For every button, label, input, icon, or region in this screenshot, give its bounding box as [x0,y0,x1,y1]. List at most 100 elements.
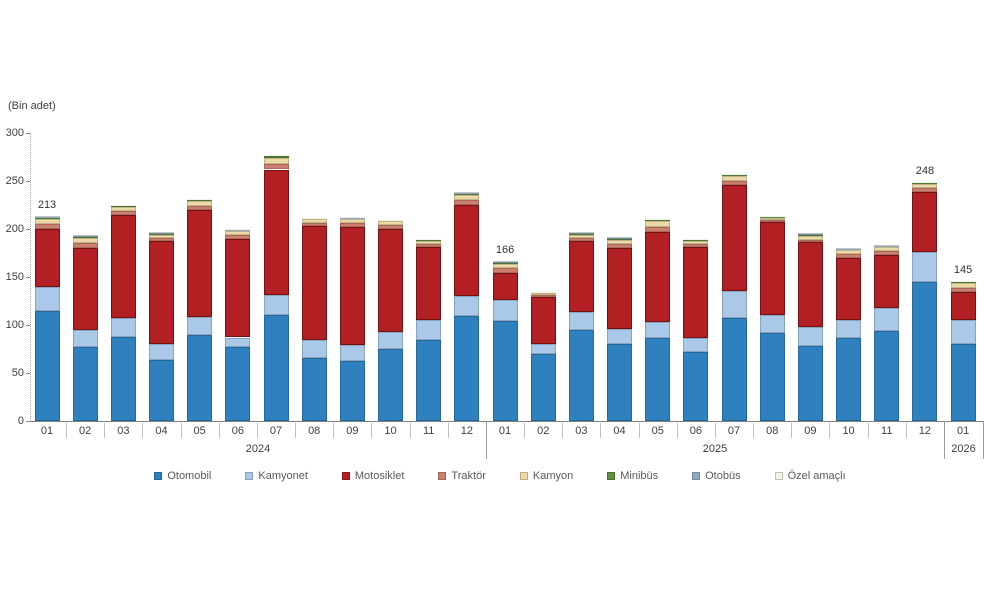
segment-minib-s [683,239,709,241]
x-tick-label: 10 [842,425,855,437]
bar-month-07 [263,154,289,421]
segment-kamyonet [912,252,938,282]
segment-kamyonet [492,300,518,322]
segment-kamyonet [759,315,785,333]
bar-month-12 [454,192,480,421]
x-tick-label: 07 [727,425,741,437]
segment-otomobil [378,349,404,421]
bar-month-08 [301,217,327,421]
month-separator [600,423,602,438]
segment-kamyonet [530,344,556,354]
segment-motosiklet [301,226,327,341]
segment-otob-s [187,199,213,201]
segment-trakt-r [301,223,327,227]
segment-kamyon [454,195,480,201]
segment-motosiklet [378,229,404,332]
segment-minib-s [530,292,556,294]
x-tick-label: 10 [384,425,397,437]
segment-kamyon [225,230,251,235]
segment-otomobil [912,281,938,421]
legend-item-motosiklet: Motosiklet [341,470,404,482]
segment-otomobil [149,359,174,421]
segment-otomobil [34,310,60,421]
segment-kamyon [530,293,556,296]
segment-minib-s [874,246,900,248]
month-separator [409,423,411,438]
y-tick-label: 200 [5,223,24,235]
segment-kamyon [912,183,938,188]
legend-label: Otomobil [167,470,212,482]
x-tick-label: 05 [651,425,664,437]
segment-minib-s [301,218,327,220]
legend: Otomobil Kamyonet Motosiklet Traktör Kamyon M… [0,470,1000,482]
y-tick-mark [26,228,30,230]
segment-kamyon [149,234,174,238]
segment-kamyonet [34,286,60,311]
month-separator [829,423,831,438]
legend-label: Minibüs [620,470,659,482]
x-axis-line [30,421,983,422]
month-separator [256,423,258,438]
segment-trakt-r [797,239,823,243]
legend-swatch-icon [438,472,447,480]
legend-item-kamyonet: Kamyonet [245,470,308,482]
segment-otomobil [187,334,213,421]
month-separator [180,423,182,438]
segment-kamyon [874,247,900,252]
bar-total-label: 166 [495,244,515,257]
x-tick-label: 05 [193,425,206,437]
x-tick-label: 12 [918,425,932,437]
segment-motosiklet [149,240,174,345]
x-tick-label: 02 [79,425,92,437]
segment-kamyonet [149,344,174,360]
segment-trakt-r [759,220,785,223]
segment-motosiklet [225,238,251,338]
segment-kamyon [568,234,594,238]
x-tick-label: 11 [881,425,893,437]
segment-motosiklet [187,209,213,318]
segment-minib-s [645,220,671,222]
segment-motosiklet [416,247,442,321]
segment-kamyonet [225,337,251,348]
segment-minib-s [721,175,747,177]
month-separator [371,423,373,438]
x-tick-label: 01 [498,425,512,437]
segment-minib-s [263,156,289,158]
x-tick-label: 09 [346,425,359,437]
month-separator [295,423,297,438]
segment-otob-s [339,217,365,219]
y-axis-unit-label: (Bin adet) [8,100,56,112]
segment-motosiklet [34,229,60,287]
segment-kamyon [301,219,327,224]
x-tick-label: 07 [269,425,283,437]
segment-minib-s [225,229,251,231]
segment-otob-s [454,192,480,194]
segment-kamyon [759,217,785,221]
segment-kamyonet [683,338,709,352]
bar-month-12 [912,182,938,421]
segment-trakt-r [683,244,709,248]
segment-kamyonet [950,320,976,345]
segment-motosiklet [607,248,633,329]
legend-item-kamyon: Kamyon [519,470,573,482]
bar-total-label: 213 [37,199,57,212]
segment-kamyonet [568,311,594,330]
segment-motosiklet [874,254,900,308]
segment-otomobil [263,315,289,421]
segment-minib-s [607,238,633,240]
x-tick-label: 12 [460,425,473,437]
segment-otomobil [721,318,747,421]
y-tick-label: 100 [5,319,24,331]
segment-otomobil [225,347,251,421]
segment-trakt-r [874,251,900,255]
month-separator [524,423,526,438]
segment-minib-s [416,239,442,241]
segment-trakt-r [225,234,251,239]
segment-otob-s [72,235,98,237]
bar-month-11 [874,245,900,421]
segment-minib-s [149,233,174,235]
segment-otomobil [110,336,136,421]
segment-trakt-r [492,268,518,274]
segment-otob-s [645,219,671,221]
segment-otomobil [416,340,442,421]
